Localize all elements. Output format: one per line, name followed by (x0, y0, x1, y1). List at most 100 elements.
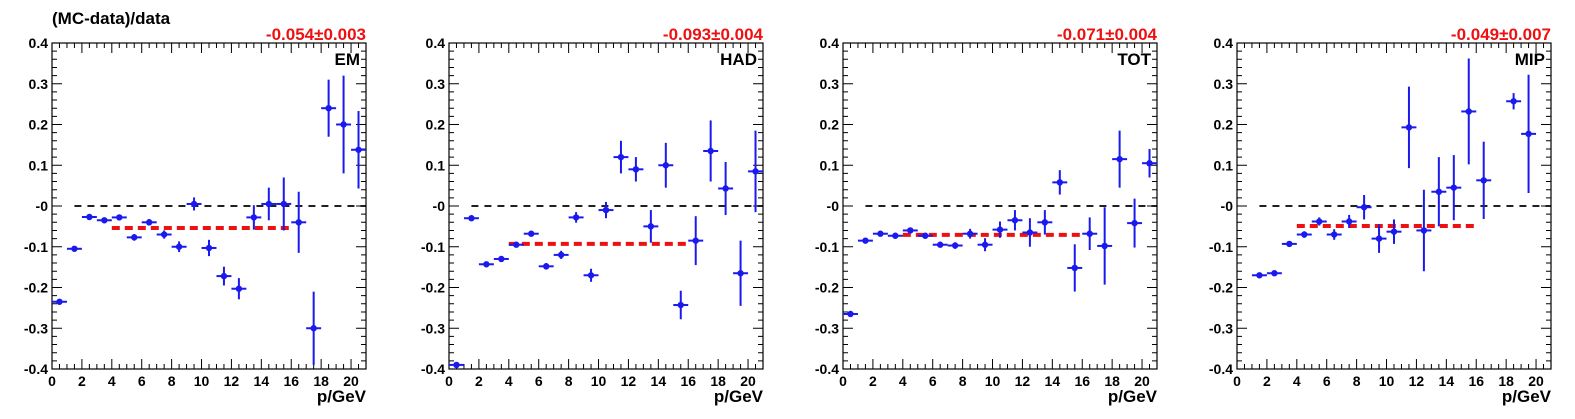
data-point (947, 242, 963, 249)
data-point (1251, 272, 1267, 279)
point-marker (981, 241, 989, 248)
y-tick-label: -0.1 (815, 239, 839, 255)
x-tick-label: 0 (445, 373, 453, 389)
x-tick-label: 10 (194, 373, 210, 389)
data-point (1386, 219, 1402, 244)
fit-result-label: -0.049±0.007 (1451, 25, 1551, 44)
data-point (66, 245, 82, 252)
point-marker (131, 234, 138, 241)
x-tick-label: 20 (1134, 373, 1150, 389)
point-marker (677, 301, 684, 309)
x-tick-label: 14 (254, 373, 270, 389)
fit-result-label: -0.054±0.003 (266, 25, 366, 44)
fit-result-label: -0.071±0.004 (1057, 25, 1158, 44)
data-point (673, 290, 689, 320)
x-tick-label: 4 (899, 373, 907, 389)
data-point (1266, 270, 1282, 277)
data-point (186, 197, 202, 211)
data-point (321, 79, 337, 137)
point-marker (1041, 219, 1049, 226)
point-marker (862, 237, 869, 244)
point-marker (205, 244, 213, 252)
data-point (493, 255, 509, 263)
point-marker (996, 226, 1004, 233)
point-marker (71, 245, 78, 252)
data-point (718, 161, 734, 215)
point-marker (1056, 179, 1064, 186)
y-tick-label: 0.2 (29, 117, 49, 133)
point-marker (1405, 124, 1413, 131)
x-tick-label: 2 (869, 373, 877, 389)
y-tick-label: -0.2 (1209, 280, 1233, 296)
point-marker (1256, 272, 1263, 279)
data-point (1142, 148, 1157, 178)
point-marker (966, 230, 974, 237)
y-tick-label: 0.1 (820, 157, 840, 173)
point-marker (1480, 177, 1487, 184)
y-tick-label: 0.3 (1214, 76, 1234, 92)
data-point (201, 239, 217, 257)
point-marker (498, 255, 505, 263)
point-marker (617, 153, 625, 161)
point-marker (1316, 218, 1323, 225)
data-point (902, 227, 918, 234)
data-point (843, 310, 858, 318)
y-tick-label: 0.3 (29, 76, 49, 92)
x-tick-label: 18 (1498, 373, 1514, 389)
data-point (276, 177, 292, 231)
point-marker (1330, 231, 1338, 238)
panel-label: EM (335, 50, 361, 69)
point-marker (235, 285, 243, 292)
y-tick-label: 0.2 (426, 117, 446, 133)
data-point (291, 191, 307, 253)
point-marker (1116, 155, 1123, 163)
point-marker (280, 200, 287, 208)
data-point (1356, 194, 1372, 220)
data-point (1521, 74, 1537, 193)
data-point (568, 212, 584, 223)
data-point (141, 219, 157, 226)
y-tick-label: 0.2 (1214, 117, 1234, 133)
data-point (1341, 214, 1357, 229)
point-marker (737, 270, 744, 277)
data-point (553, 250, 569, 259)
data-point (171, 241, 187, 253)
point-marker (877, 230, 884, 237)
point-marker (1450, 184, 1458, 191)
point-marker (847, 310, 854, 318)
x-tick-label: 12 (621, 373, 637, 389)
x-axis-label: p/GeV (714, 387, 764, 406)
data-point (1067, 244, 1083, 292)
y-tick-label: 0.1 (1214, 157, 1234, 173)
point-marker (602, 206, 610, 214)
data-point (872, 230, 888, 237)
data-point (111, 214, 127, 221)
x-tick-label: 6 (138, 373, 146, 389)
data-point (1112, 130, 1128, 188)
data-point (336, 75, 352, 174)
data-point (1022, 218, 1038, 247)
point-marker (325, 105, 332, 112)
x-tick-label: 10 (985, 373, 1001, 389)
x-tick-label: 14 (651, 373, 667, 389)
data-point (733, 240, 749, 306)
y-tick-label: -0.3 (1209, 320, 1233, 336)
data-point (1461, 58, 1477, 165)
data-point (261, 187, 277, 221)
data-point (1127, 198, 1143, 248)
point-marker (1026, 229, 1034, 236)
y-tick-label: 0.1 (29, 157, 49, 173)
point-marker (1271, 270, 1278, 277)
panel-had: -0.4 -0.3 -0.2 -0.1 -0 0.1 0.2 0.3 0.4 0 2 4 6 8 10 12 1… (421, 25, 764, 406)
y-tick-label: 0.3 (426, 76, 446, 92)
x-tick-label: 16 (283, 373, 299, 389)
panel-tot: -0.4 -0.3 -0.2 -0.1 -0 0.1 0.2 0.3 0.4 0 2 4 6 8 10 12 1… (815, 25, 1158, 406)
x-tick-label: 16 (1074, 373, 1090, 389)
point-marker (1435, 188, 1443, 195)
point-marker (892, 232, 899, 239)
point-marker (752, 168, 759, 175)
y-tick-label: -0 (827, 198, 840, 214)
panel-label: HAD (720, 50, 757, 69)
y-tick-label: 0.1 (426, 157, 446, 173)
x-tick-label: 2 (78, 373, 86, 389)
